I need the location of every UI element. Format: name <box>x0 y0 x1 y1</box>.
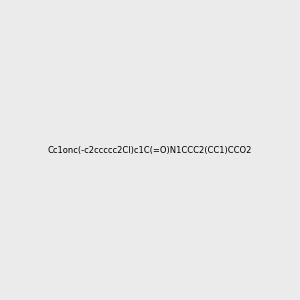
Text: Cc1onc(-c2ccccc2Cl)c1C(=O)N1CCC2(CC1)CCO2: Cc1onc(-c2ccccc2Cl)c1C(=O)N1CCC2(CC1)CCO… <box>48 146 252 154</box>
